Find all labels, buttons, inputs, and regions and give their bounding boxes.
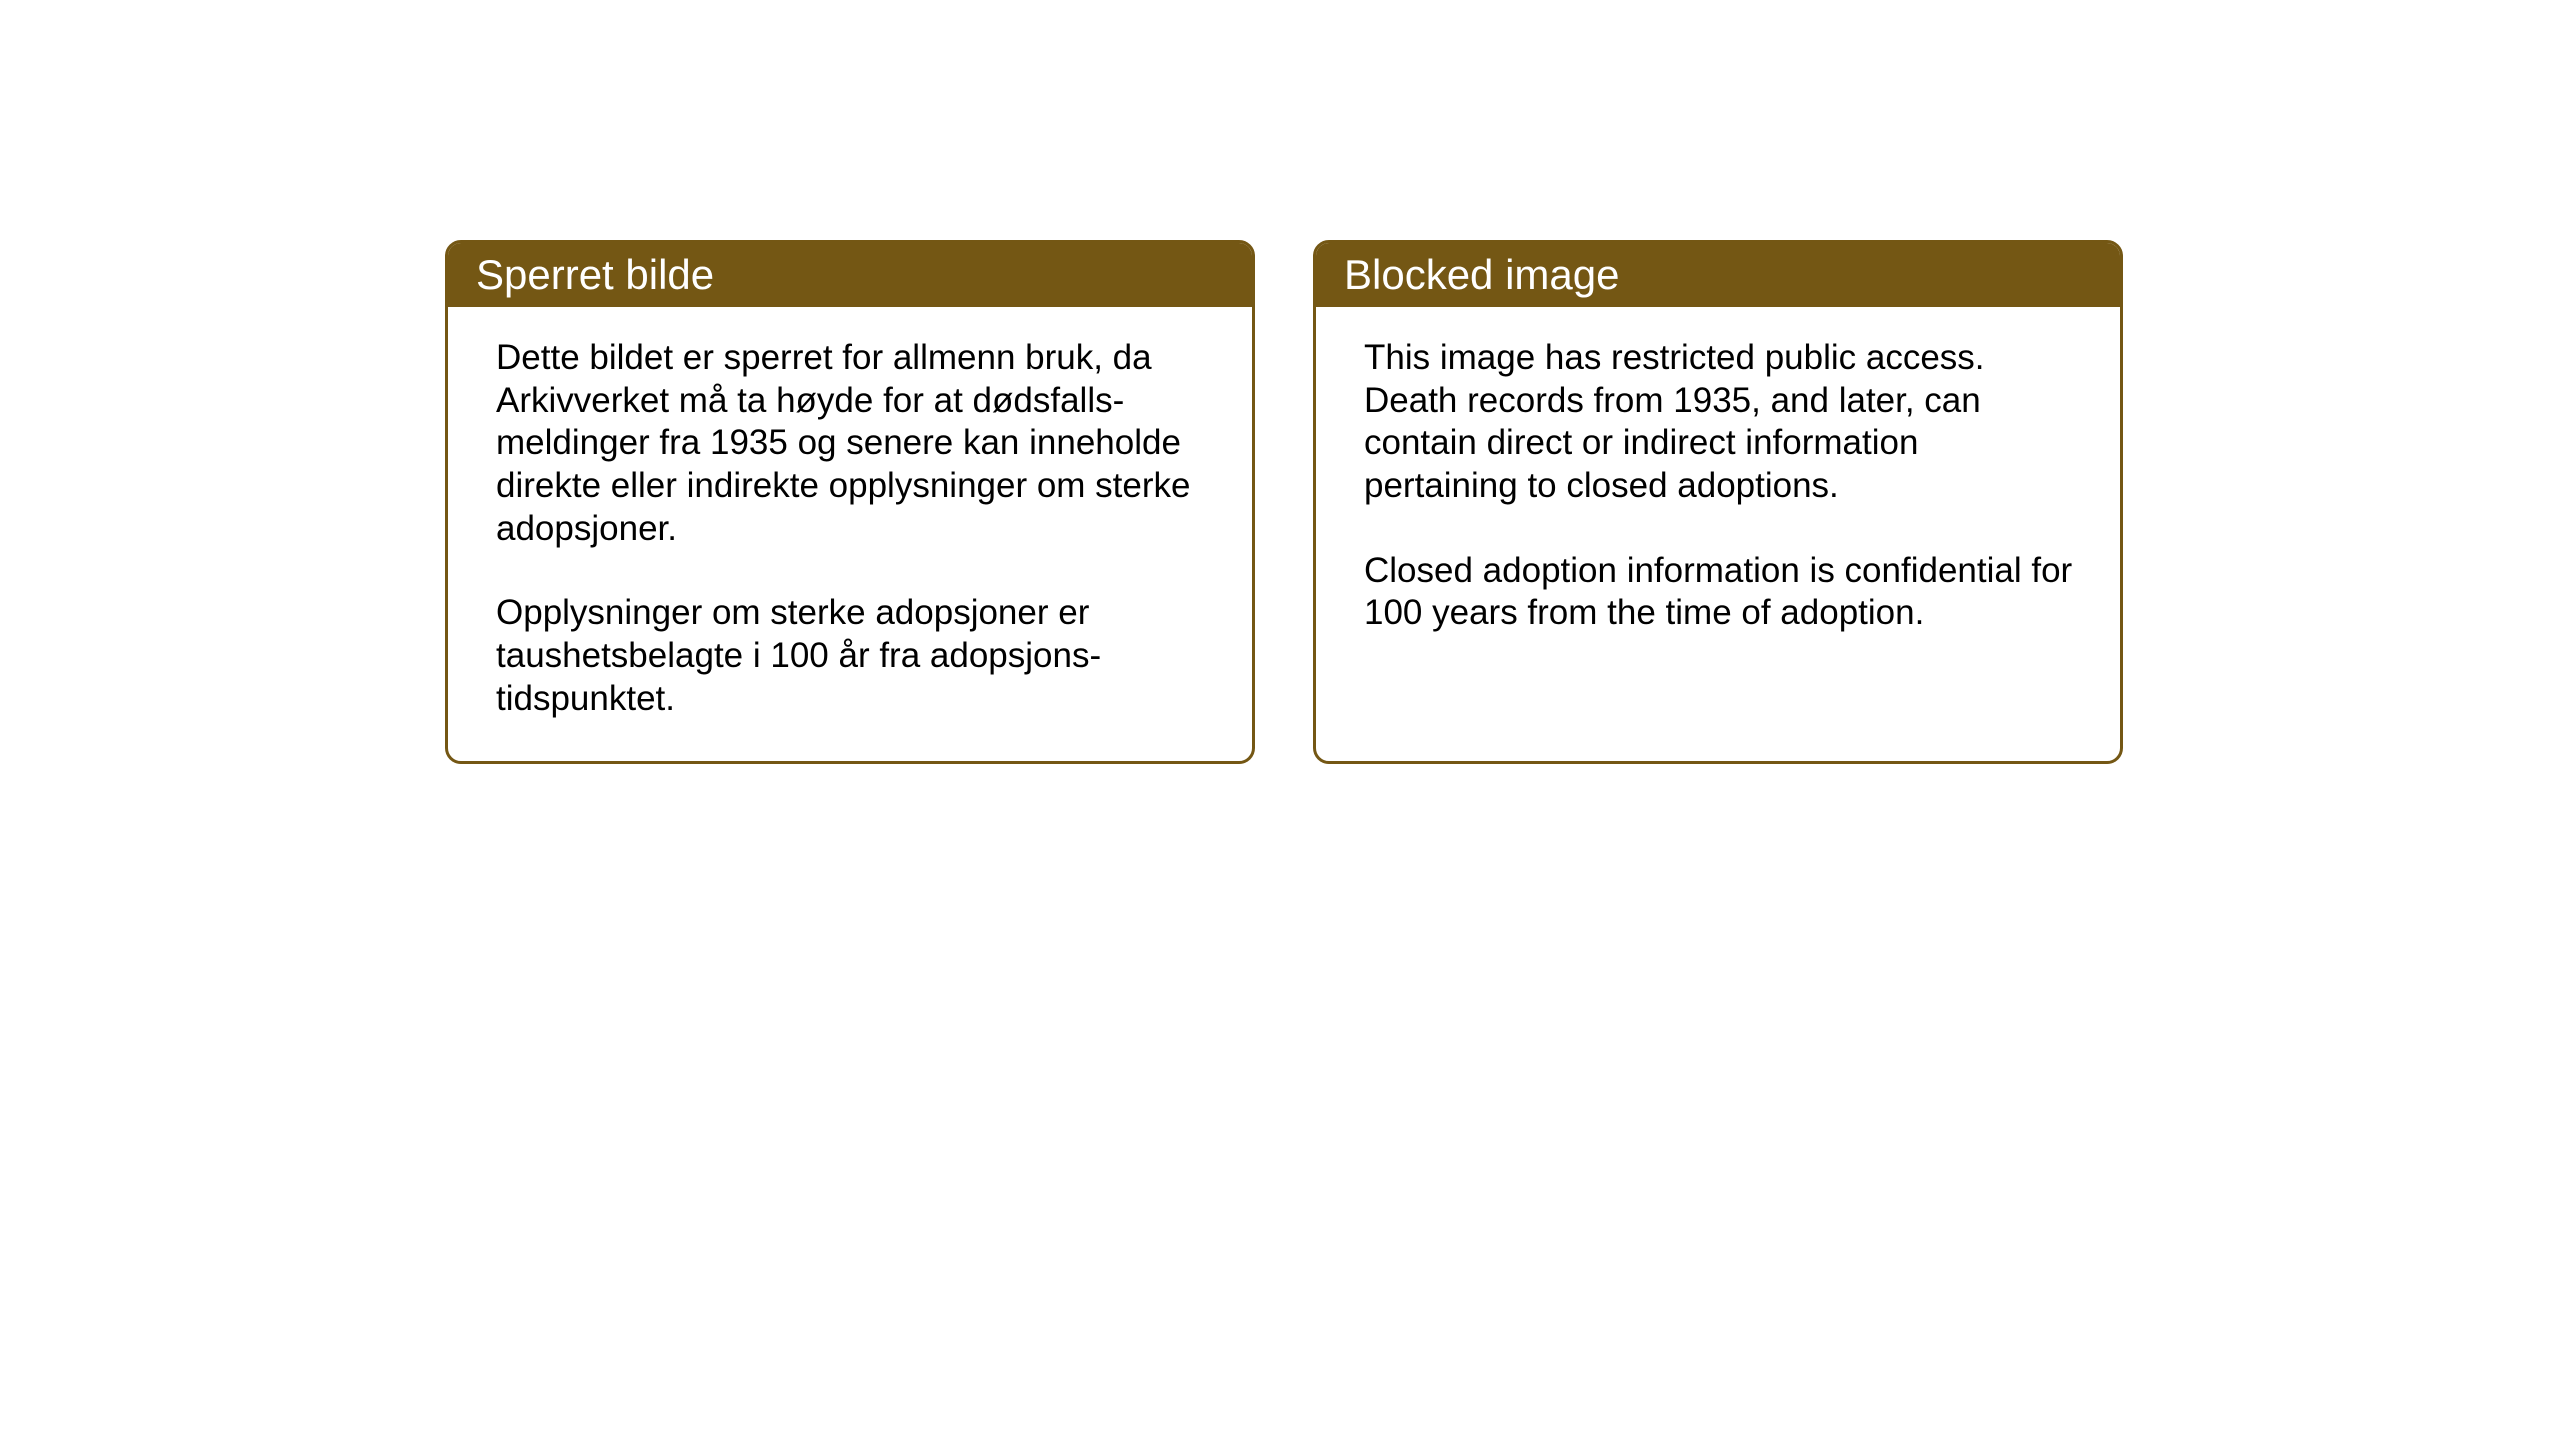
notice-paragraph: Opplysninger om sterke adopsjoner er tau…: [496, 592, 1212, 720]
notice-container: Sperret bilde Dette bildet er sperret fo…: [445, 240, 2123, 764]
notice-body-english: This image has restricted public access.…: [1316, 307, 2120, 675]
notice-paragraph: Dette bildet er sperret for allmenn bruk…: [496, 337, 1212, 550]
notice-body-norwegian: Dette bildet er sperret for allmenn bruk…: [448, 307, 1252, 761]
notice-header-english: Blocked image: [1316, 243, 2120, 307]
notice-paragraph: This image has restricted public access.…: [1364, 337, 2080, 508]
notice-box-norwegian: Sperret bilde Dette bildet er sperret fo…: [445, 240, 1255, 764]
notice-paragraph: Closed adoption information is confident…: [1364, 550, 2080, 635]
notice-box-english: Blocked image This image has restricted …: [1313, 240, 2123, 764]
notice-header-norwegian: Sperret bilde: [448, 243, 1252, 307]
